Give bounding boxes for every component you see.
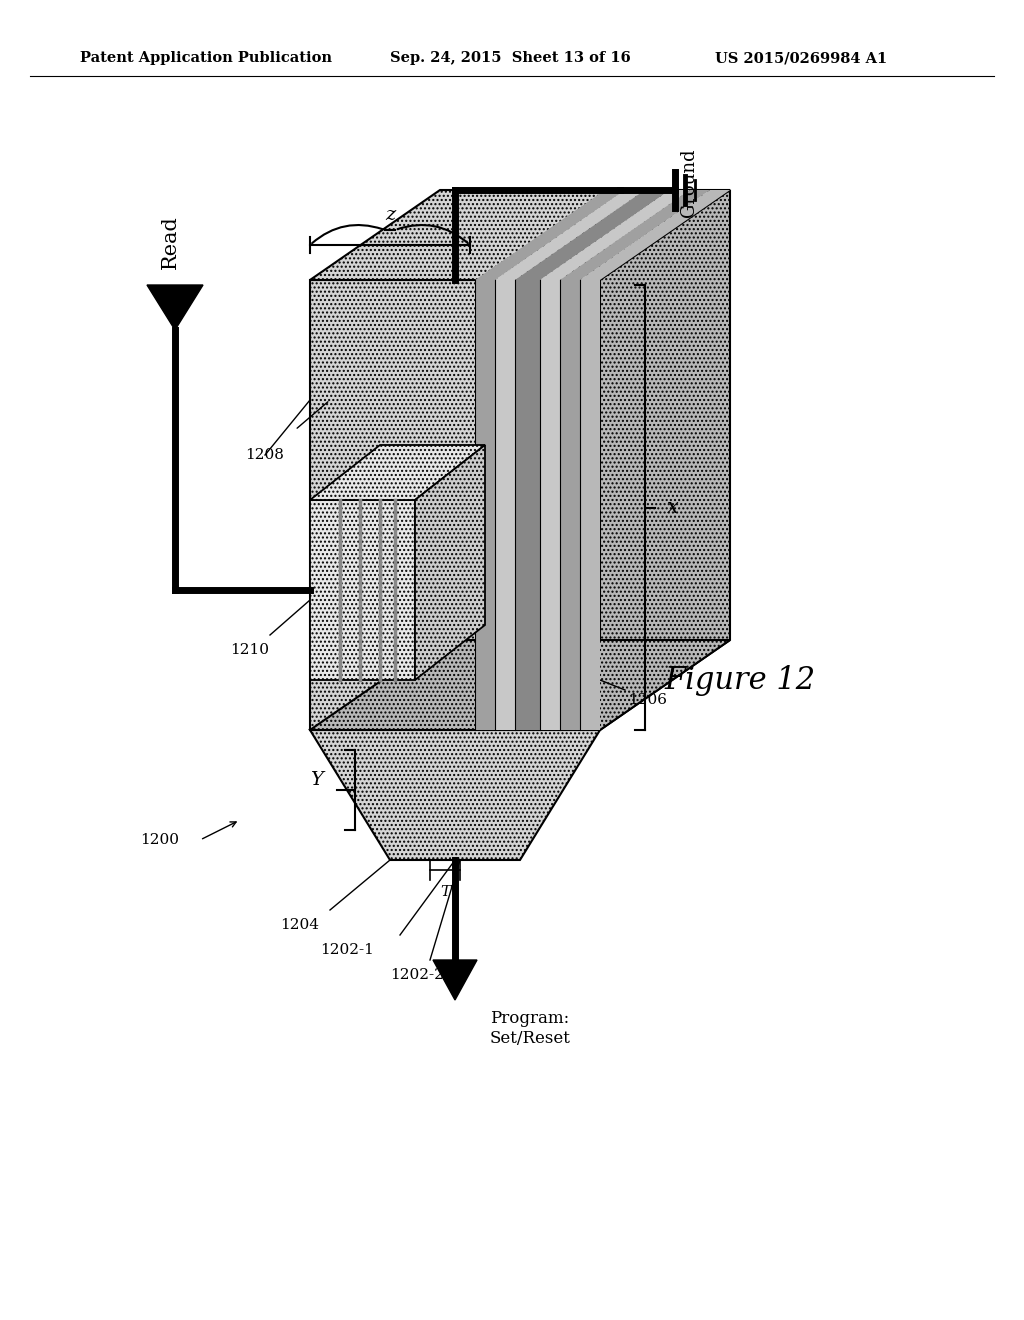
Text: Ground: Ground — [680, 149, 698, 218]
Polygon shape — [475, 280, 495, 730]
Polygon shape — [580, 280, 600, 730]
Polygon shape — [310, 500, 415, 680]
Text: T: T — [440, 884, 451, 899]
Text: 1204: 1204 — [280, 917, 319, 932]
Polygon shape — [495, 190, 645, 280]
Polygon shape — [495, 280, 515, 730]
Text: Read: Read — [161, 215, 179, 269]
Polygon shape — [433, 960, 477, 1001]
Polygon shape — [540, 190, 690, 280]
Text: US 2015/0269984 A1: US 2015/0269984 A1 — [715, 51, 887, 65]
Text: 1200: 1200 — [140, 833, 179, 847]
Text: 1208: 1208 — [245, 447, 284, 462]
Text: Program:
Set/Reset: Program: Set/Reset — [490, 1010, 570, 1047]
Polygon shape — [515, 280, 540, 730]
Text: 1202-2: 1202-2 — [390, 968, 443, 982]
Text: Sep. 24, 2015  Sheet 13 of 16: Sep. 24, 2015 Sheet 13 of 16 — [390, 51, 631, 65]
Text: 1206: 1206 — [628, 693, 667, 708]
Polygon shape — [600, 190, 730, 730]
Text: Figure 12: Figure 12 — [665, 664, 815, 696]
Polygon shape — [580, 190, 730, 280]
Polygon shape — [515, 190, 670, 280]
Text: x: x — [667, 498, 679, 517]
Polygon shape — [415, 445, 485, 680]
Text: Patent Application Publication: Patent Application Publication — [80, 51, 332, 65]
Polygon shape — [560, 190, 710, 280]
Polygon shape — [310, 190, 730, 280]
Text: z: z — [385, 206, 395, 224]
Polygon shape — [475, 190, 625, 280]
Polygon shape — [310, 730, 600, 861]
Polygon shape — [560, 280, 580, 730]
Polygon shape — [540, 280, 560, 730]
Polygon shape — [147, 285, 203, 330]
Polygon shape — [310, 445, 485, 500]
Text: 1202-1: 1202-1 — [319, 942, 374, 957]
Text: 1210: 1210 — [230, 643, 269, 657]
Text: Y: Y — [310, 771, 323, 789]
Polygon shape — [310, 280, 600, 730]
Polygon shape — [310, 640, 730, 730]
